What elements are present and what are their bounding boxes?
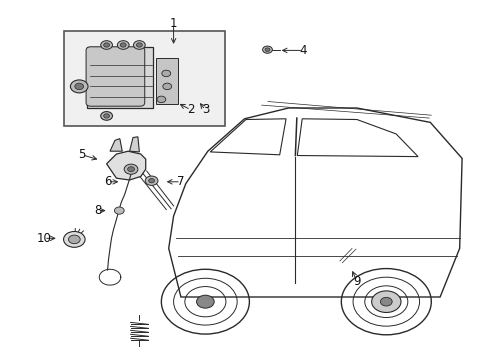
Polygon shape [168, 108, 461, 297]
Circle shape [380, 297, 391, 306]
Circle shape [133, 41, 145, 49]
Circle shape [75, 83, 83, 90]
Text: 7: 7 [177, 175, 184, 188]
Text: 6: 6 [103, 175, 111, 188]
Polygon shape [210, 119, 285, 155]
Circle shape [145, 176, 158, 185]
Circle shape [371, 291, 400, 312]
FancyBboxPatch shape [87, 47, 153, 108]
Text: 9: 9 [352, 275, 360, 288]
Text: 8: 8 [94, 204, 102, 217]
Circle shape [136, 43, 142, 47]
Circle shape [70, 80, 88, 93]
Circle shape [103, 43, 109, 47]
Text: 5: 5 [78, 148, 86, 161]
FancyBboxPatch shape [63, 31, 224, 126]
Polygon shape [129, 137, 139, 152]
Circle shape [117, 41, 129, 49]
Circle shape [101, 112, 112, 120]
Text: 10: 10 [37, 232, 51, 245]
Circle shape [264, 48, 269, 51]
Circle shape [120, 43, 126, 47]
Circle shape [127, 167, 134, 172]
Text: 1: 1 [169, 17, 177, 30]
Polygon shape [106, 151, 145, 180]
Circle shape [162, 70, 170, 77]
Circle shape [262, 46, 272, 53]
Circle shape [114, 207, 124, 214]
Polygon shape [297, 119, 417, 157]
FancyBboxPatch shape [155, 58, 177, 104]
Circle shape [124, 164, 138, 174]
Circle shape [196, 295, 214, 308]
Circle shape [68, 235, 80, 244]
FancyBboxPatch shape [86, 47, 144, 106]
Circle shape [163, 83, 171, 90]
Circle shape [376, 294, 395, 309]
Circle shape [103, 114, 109, 118]
Circle shape [63, 231, 85, 247]
Circle shape [157, 96, 165, 103]
Text: 3: 3 [201, 103, 209, 116]
Circle shape [101, 41, 112, 49]
Text: 4: 4 [299, 44, 306, 57]
Polygon shape [110, 139, 122, 151]
Circle shape [148, 179, 154, 183]
Text: 2: 2 [186, 103, 194, 116]
